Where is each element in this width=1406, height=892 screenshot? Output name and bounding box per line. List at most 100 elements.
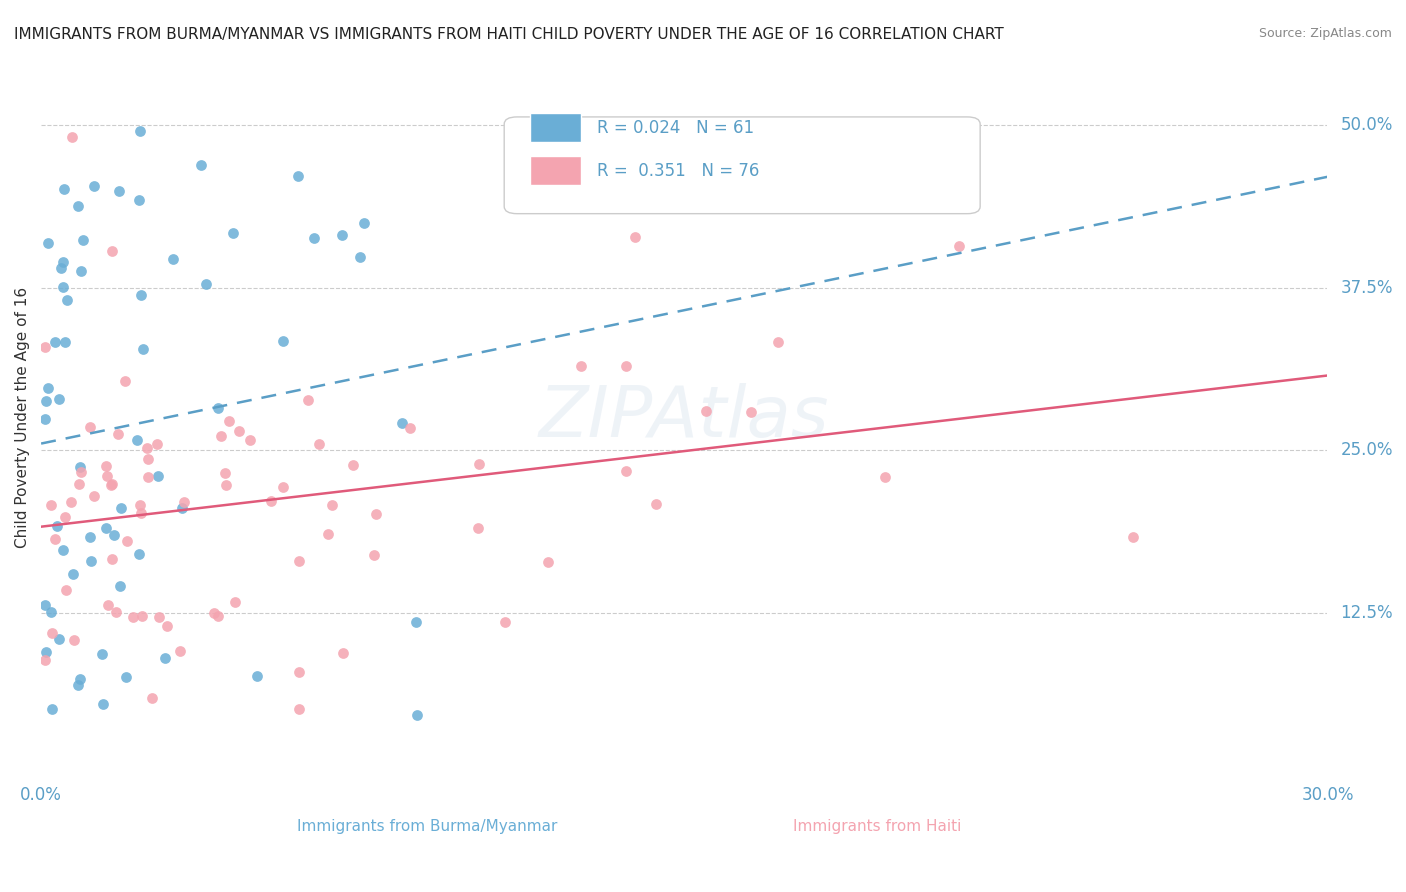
Point — [537, 555, 560, 569]
Point — [79, 419, 101, 434]
Point — [616, 464, 638, 478]
Point — [128, 124, 150, 138]
Text: 37.5%: 37.5% — [1340, 278, 1393, 297]
Point — [46, 518, 69, 533]
Point — [53, 182, 76, 196]
FancyBboxPatch shape — [530, 113, 582, 142]
Text: Immigrants from Haiti: Immigrants from Haiti — [793, 819, 962, 834]
FancyBboxPatch shape — [742, 806, 765, 828]
Point — [207, 401, 229, 416]
Text: R =  0.351   N = 76: R = 0.351 N = 76 — [596, 161, 759, 179]
Point — [52, 254, 75, 268]
Point — [70, 465, 93, 479]
Point — [131, 342, 153, 356]
Point — [695, 404, 717, 418]
Point — [100, 478, 122, 492]
Point — [44, 335, 66, 350]
Point — [948, 239, 970, 253]
Point — [288, 554, 311, 568]
Point — [48, 632, 70, 647]
Point — [55, 293, 77, 307]
Point — [569, 359, 592, 373]
Point — [875, 470, 897, 484]
Point — [108, 579, 131, 593]
Point — [316, 527, 339, 541]
Point — [141, 690, 163, 705]
Point — [60, 129, 83, 144]
Point — [34, 653, 56, 667]
Point — [207, 608, 229, 623]
Point — [131, 609, 153, 624]
Point — [128, 498, 150, 512]
Point — [146, 436, 169, 450]
Point — [342, 458, 364, 473]
Point — [129, 506, 152, 520]
Point — [35, 645, 58, 659]
Point — [194, 277, 217, 292]
Point — [405, 708, 427, 723]
Point — [614, 359, 637, 373]
Point — [67, 477, 90, 491]
Point — [91, 698, 114, 712]
Point — [131, 288, 153, 302]
Point — [114, 374, 136, 388]
Point — [83, 179, 105, 194]
FancyBboxPatch shape — [505, 117, 980, 214]
Point — [238, 434, 260, 448]
Point — [391, 416, 413, 430]
Point — [103, 527, 125, 541]
Point — [52, 543, 75, 558]
Point — [246, 669, 269, 683]
Point — [156, 619, 179, 633]
Point — [34, 412, 56, 426]
Point — [321, 498, 343, 512]
Point — [224, 594, 246, 608]
Point — [41, 701, 63, 715]
Point — [128, 194, 150, 208]
Point — [94, 459, 117, 474]
Point — [146, 469, 169, 483]
Point — [35, 393, 58, 408]
Point — [53, 334, 76, 349]
Point — [218, 414, 240, 428]
Text: 50.0%: 50.0% — [1340, 116, 1393, 134]
Point — [405, 615, 427, 629]
Point — [39, 605, 62, 619]
Point — [49, 260, 72, 275]
Point — [190, 157, 212, 171]
Point — [363, 549, 385, 563]
Point — [349, 251, 371, 265]
Point — [107, 184, 129, 198]
Point — [366, 507, 388, 521]
Point — [153, 650, 176, 665]
Text: 12.5%: 12.5% — [1340, 604, 1393, 623]
Point — [67, 678, 90, 692]
Point — [100, 244, 122, 258]
Point — [110, 501, 132, 516]
Point — [468, 458, 491, 472]
Point — [39, 498, 62, 512]
Point — [287, 665, 309, 679]
Point — [332, 646, 354, 660]
Point — [148, 610, 170, 624]
Point — [52, 280, 75, 294]
Point — [44, 532, 66, 546]
Point — [55, 509, 77, 524]
Text: Source: ZipAtlas.com: Source: ZipAtlas.com — [1258, 27, 1392, 40]
Point — [96, 469, 118, 483]
Point — [72, 233, 94, 247]
Point — [55, 582, 77, 597]
Point — [128, 547, 150, 561]
Point — [644, 497, 666, 511]
Point — [271, 480, 294, 494]
Point — [162, 252, 184, 267]
Point — [122, 610, 145, 624]
Point — [62, 567, 84, 582]
Point — [37, 236, 59, 251]
Point — [221, 226, 243, 240]
Point — [34, 340, 56, 354]
Point — [79, 530, 101, 544]
Point — [80, 554, 103, 568]
Y-axis label: Child Poverty Under the Age of 16: Child Poverty Under the Age of 16 — [15, 287, 30, 549]
Text: 25.0%: 25.0% — [1340, 442, 1393, 459]
